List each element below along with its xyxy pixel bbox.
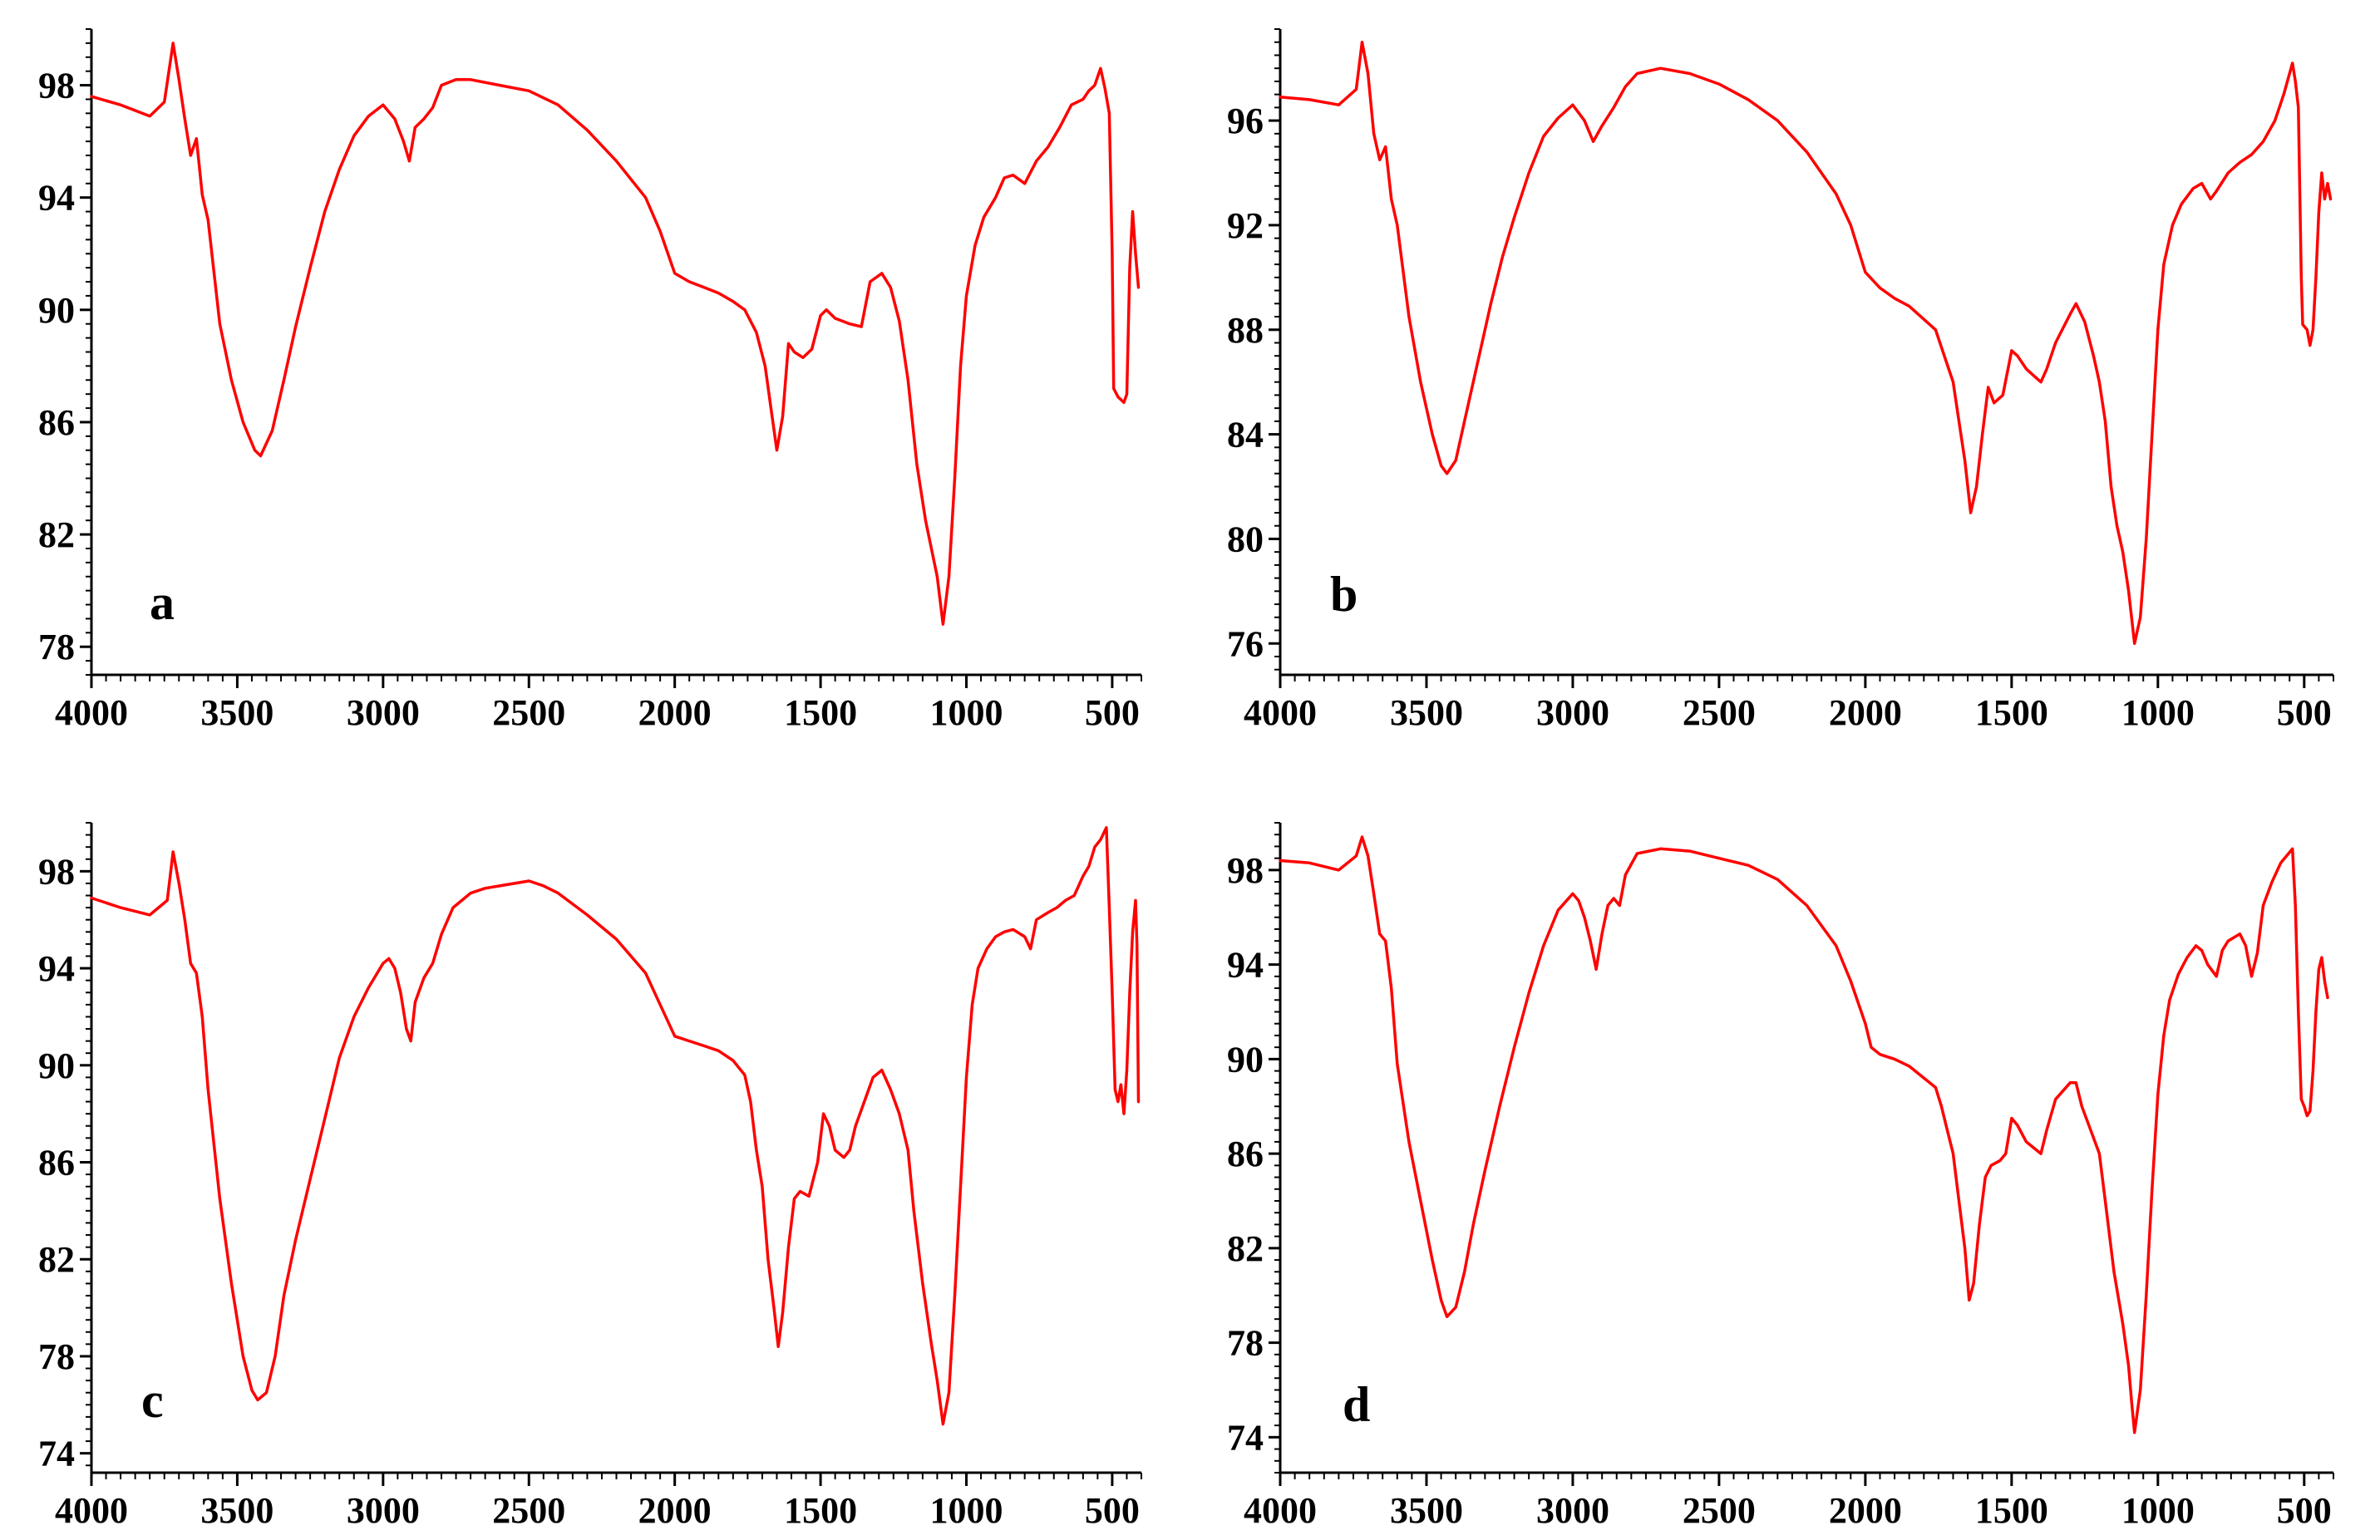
x-tick-label: 3500 — [1390, 692, 1463, 733]
y-tick-label: 94 — [1227, 945, 1264, 986]
panel-label: d — [1343, 1377, 1370, 1432]
x-tick-label: 1500 — [1975, 692, 2048, 733]
panel-label: b — [1330, 567, 1358, 622]
y-tick-label: 78 — [38, 1336, 75, 1377]
x-tick-label: 2000 — [638, 1490, 712, 1531]
y-tick-label: 82 — [1227, 1228, 1264, 1269]
x-tick-label: 4000 — [1244, 692, 1317, 733]
y-tick-label: 74 — [1227, 1417, 1264, 1458]
y-tick-label: 74 — [38, 1434, 75, 1474]
chart-panel-d: 74 78 82 86 90 94 98 4000 3500 3000 2500 2000 1500 10… — [1227, 822, 2334, 1531]
x-tick-label: 2500 — [1683, 692, 1756, 733]
chart-panel-c: 74 78 82 86 90 94 98 4000 3500 3000 2500 2000 1500 10… — [38, 822, 1142, 1531]
x-tick-label: 3000 — [347, 692, 420, 733]
y-tick-label: 88 — [1227, 310, 1264, 351]
y-tick-label: 92 — [1227, 205, 1264, 246]
x-tick-label: 3500 — [200, 692, 273, 733]
x-tick-label: 2000 — [1829, 1490, 1902, 1531]
y-tick-label: 94 — [38, 178, 75, 219]
x-tick-label: 3000 — [347, 1490, 420, 1531]
y-tick-label: 90 — [1227, 1039, 1264, 1080]
chart-panel-b: 76 80 84 88 92 96 4000 3500 3000 2500 2000 1500 1000… — [1227, 28, 2334, 733]
x-tick-label: 500 — [1085, 692, 1140, 733]
y-tick-label: 86 — [38, 402, 75, 443]
x-tick-label: 2500 — [492, 692, 565, 733]
spectrum-line — [1279, 40, 2333, 646]
x-tick-label: 1000 — [930, 1490, 1003, 1531]
y-tick-label: 98 — [1227, 850, 1264, 891]
y-tick-label: 96 — [1227, 101, 1264, 141]
x-tick-label: 2500 — [1683, 1490, 1756, 1531]
x-tick-label: 1000 — [930, 692, 1003, 733]
y-tick-label: 98 — [38, 66, 75, 106]
x-tick-label: 3500 — [200, 1490, 273, 1531]
panel-label: c — [141, 1373, 164, 1428]
x-tick-label: 3000 — [1536, 1490, 1609, 1531]
x-tick-label: 500 — [2277, 1490, 2332, 1531]
y-tick-label: 80 — [1227, 519, 1264, 559]
y-tick-label: 86 — [38, 1143, 75, 1183]
x-tick-label: 500 — [1085, 1490, 1140, 1531]
chart-panel-a: 78 82 86 90 94 98 4000 3500 3000 2500 2000 1500 1000… — [38, 28, 1142, 733]
x-tick-label: 4000 — [1244, 1490, 1317, 1531]
x-tick-label: 1500 — [1975, 1490, 2048, 1531]
x-tick-label: 4000 — [55, 1490, 128, 1531]
x-tick-label: 1000 — [2121, 692, 2195, 733]
x-tick-label: 1500 — [784, 1490, 857, 1531]
y-tick-label: 82 — [38, 1239, 75, 1280]
spectrum-line — [90, 42, 1141, 626]
y-tick-label: 90 — [38, 1046, 75, 1086]
x-tick-label: 500 — [2277, 692, 2332, 733]
y-tick-label: 78 — [1227, 1323, 1264, 1364]
x-tick-label: 4000 — [55, 692, 128, 733]
y-tick-label: 82 — [38, 514, 75, 555]
y-tick-label: 98 — [38, 851, 75, 892]
y-tick-label: 78 — [38, 627, 75, 667]
y-tick-label: 86 — [1227, 1134, 1264, 1174]
panel-label: a — [150, 575, 175, 630]
x-tick-label: 3500 — [1390, 1490, 1463, 1531]
y-tick-label: 84 — [1227, 415, 1264, 455]
y-tick-label: 76 — [1227, 623, 1264, 664]
x-tick-label: 2500 — [492, 1490, 565, 1531]
x-tick-label: 1000 — [2121, 1490, 2195, 1531]
x-tick-label: 2000 — [1829, 692, 1902, 733]
x-tick-label: 2000 — [638, 692, 712, 733]
spectrum-line — [90, 826, 1141, 1426]
y-tick-label: 94 — [38, 948, 75, 989]
x-tick-label: 3000 — [1536, 692, 1609, 733]
x-tick-label: 1500 — [784, 692, 857, 733]
y-tick-label: 90 — [38, 290, 75, 331]
spectrum-line — [1279, 835, 2329, 1434]
